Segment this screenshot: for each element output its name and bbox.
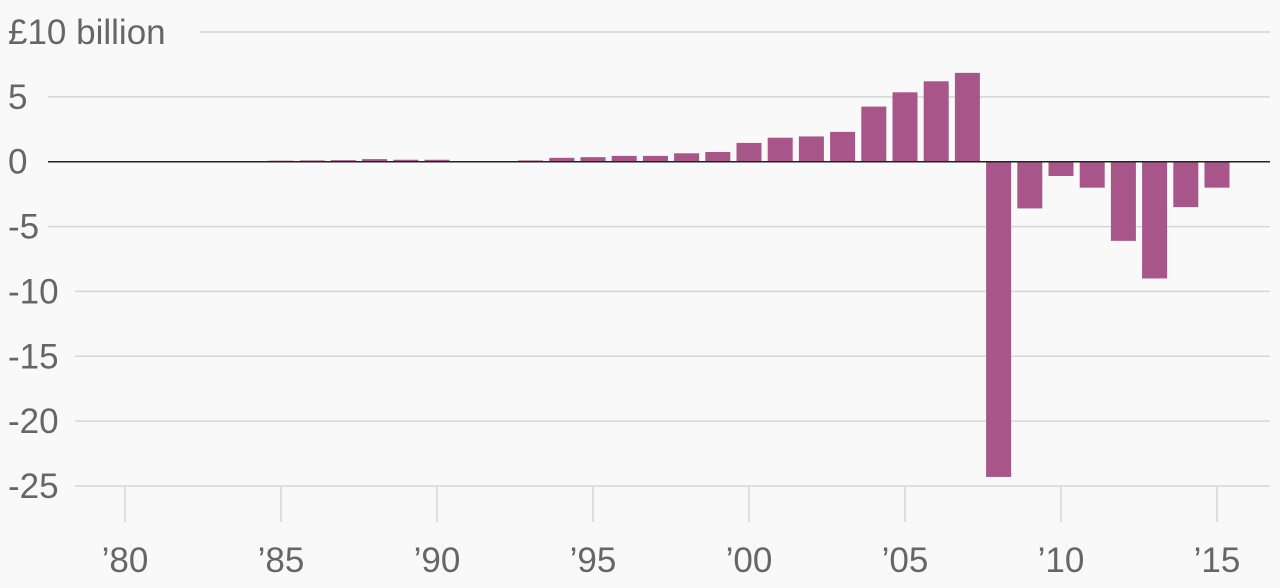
x-tick-label: ’05 [882, 541, 929, 580]
y-axis-ticks: £10 billion 5 0 -5 -10 -15 -20 -25 [8, 13, 166, 506]
bar-1988 [362, 159, 388, 162]
y-tick-label: £10 billion [8, 13, 166, 52]
bar-2012 [1110, 161, 1136, 241]
bar-1997 [642, 155, 668, 162]
bar-2008 [986, 161, 1012, 477]
bar-1999 [705, 151, 731, 162]
y-tick-label: -25 [8, 467, 59, 506]
y-tick-label: -5 [8, 208, 39, 247]
y-tick-label: 0 [8, 143, 27, 182]
bar-1989 [393, 159, 419, 162]
x-axis-ticks: ’80 ’85 ’90 ’95 ’00 ’05 ’10 ’15 [102, 486, 1241, 580]
bar-1990 [424, 159, 450, 162]
x-tick-label: ’00 [726, 541, 773, 580]
x-tick-label: ’90 [414, 541, 461, 580]
bar-2005 [892, 92, 918, 162]
bar-2000 [736, 142, 762, 162]
x-tick-label: ’10 [1038, 541, 1085, 580]
bar-2011 [1079, 161, 1105, 188]
bar-2014 [1173, 161, 1199, 208]
x-tick-label: ’15 [1194, 541, 1241, 580]
bar-2002 [798, 136, 824, 162]
y-tick-label: 5 [8, 78, 27, 117]
bar-2013 [1142, 161, 1168, 279]
bar-2001 [767, 137, 793, 162]
bar-2003 [830, 131, 856, 162]
x-tick-label: ’80 [102, 541, 149, 580]
gridlines [48, 31, 1270, 487]
bar-2004 [861, 106, 887, 162]
x-tick-label: ’85 [258, 541, 305, 580]
bar-2010 [1048, 161, 1074, 176]
y-tick-label: -10 [8, 272, 59, 311]
y-tick-label: -15 [8, 337, 59, 376]
bar-1995 [580, 157, 606, 162]
bar-1994 [549, 157, 575, 162]
bars [81, 72, 1230, 477]
y-tick-label: -20 [8, 402, 59, 441]
x-tick-label: ’95 [570, 541, 617, 580]
bar-2006 [923, 81, 949, 162]
bar-2007 [954, 72, 980, 162]
bar-1996 [611, 155, 637, 162]
bar-2015 [1204, 161, 1230, 188]
bar-1987 [330, 160, 356, 162]
bar-2009 [1017, 161, 1043, 209]
bar-1998 [674, 153, 700, 162]
